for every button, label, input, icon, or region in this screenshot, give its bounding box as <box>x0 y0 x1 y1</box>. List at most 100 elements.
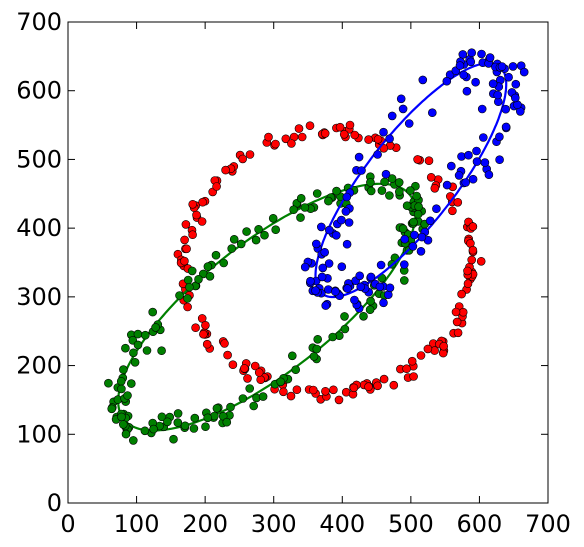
data-point <box>181 220 191 229</box>
data-point <box>331 287 340 296</box>
data-point <box>407 356 417 366</box>
data-point <box>427 108 437 117</box>
data-point <box>317 272 327 282</box>
data-point <box>377 186 387 195</box>
x-tick-label: 0 <box>60 510 75 538</box>
x-tick-label: 500 <box>388 510 434 538</box>
data-point <box>430 184 440 193</box>
data-point <box>458 50 468 59</box>
y-tick-label: 500 <box>16 145 62 173</box>
data-point <box>129 436 138 445</box>
data-point <box>291 365 301 375</box>
data-point <box>461 178 471 187</box>
data-point <box>409 217 418 227</box>
data-point <box>116 376 126 386</box>
data-point <box>453 198 463 207</box>
data-point <box>281 134 291 144</box>
x-tick-label: 700 <box>525 510 571 538</box>
data-point <box>398 224 408 233</box>
data-point <box>477 49 486 59</box>
data-point <box>501 122 511 132</box>
data-point <box>117 412 126 422</box>
data-point <box>485 53 495 62</box>
plot-layer <box>104 48 529 445</box>
data-point <box>242 227 251 236</box>
data-point <box>320 129 330 138</box>
data-point <box>182 244 191 254</box>
data-point <box>340 324 350 334</box>
x-tick-label: 400 <box>319 510 365 538</box>
data-point <box>408 242 418 251</box>
data-point <box>387 111 397 121</box>
data-point <box>331 231 341 240</box>
data-point <box>180 256 189 266</box>
data-point <box>340 312 349 321</box>
data-point <box>300 203 310 212</box>
data-point <box>201 422 210 432</box>
data-point <box>394 178 404 187</box>
data-point <box>355 271 365 281</box>
data-point <box>404 119 414 128</box>
data-point <box>365 305 375 315</box>
data-point <box>344 218 354 227</box>
data-point <box>240 364 249 373</box>
data-point <box>476 256 486 266</box>
data-point <box>180 421 190 431</box>
x-tick-label: 600 <box>457 510 503 538</box>
data-point <box>173 409 183 418</box>
data-point <box>318 263 328 273</box>
data-point <box>356 282 366 292</box>
data-point <box>223 350 232 360</box>
data-point <box>375 282 385 292</box>
data-point <box>190 413 200 423</box>
data-point <box>366 178 375 187</box>
data-point <box>399 276 409 285</box>
data-point <box>399 260 409 269</box>
data-point <box>328 332 338 342</box>
data-point <box>508 62 518 71</box>
data-point <box>205 271 215 281</box>
data-point <box>141 330 150 340</box>
data-point <box>511 79 521 89</box>
data-point <box>212 403 222 413</box>
data-point <box>380 177 389 187</box>
data-point <box>321 386 330 396</box>
series-2 <box>300 48 529 313</box>
data-point <box>477 104 487 114</box>
data-point <box>187 266 197 276</box>
data-point <box>289 205 298 214</box>
data-point <box>203 262 213 271</box>
data-point <box>194 274 203 284</box>
data-point <box>324 196 333 206</box>
data-point <box>173 418 183 427</box>
x-tick-label: 200 <box>182 510 228 538</box>
data-point <box>463 279 473 289</box>
data-point <box>127 379 136 388</box>
data-point <box>191 323 200 333</box>
data-point <box>312 344 322 354</box>
data-point <box>183 294 192 303</box>
data-point <box>151 323 160 332</box>
data-point <box>197 314 207 323</box>
data-point <box>296 213 305 222</box>
data-point <box>493 90 503 100</box>
data-point <box>324 259 334 268</box>
data-point <box>329 385 338 395</box>
data-point <box>249 401 258 411</box>
data-point <box>222 417 232 427</box>
data-point <box>349 383 359 393</box>
data-point <box>467 255 477 265</box>
data-point <box>357 166 366 175</box>
data-point <box>313 334 323 344</box>
data-point <box>311 239 321 249</box>
data-point <box>379 298 388 308</box>
data-point <box>504 72 513 82</box>
data-point <box>180 235 189 245</box>
data-point <box>198 197 207 207</box>
data-point <box>463 266 472 276</box>
data-point <box>236 239 246 249</box>
data-point <box>337 262 347 272</box>
data-point <box>268 214 278 223</box>
data-point <box>123 391 132 400</box>
